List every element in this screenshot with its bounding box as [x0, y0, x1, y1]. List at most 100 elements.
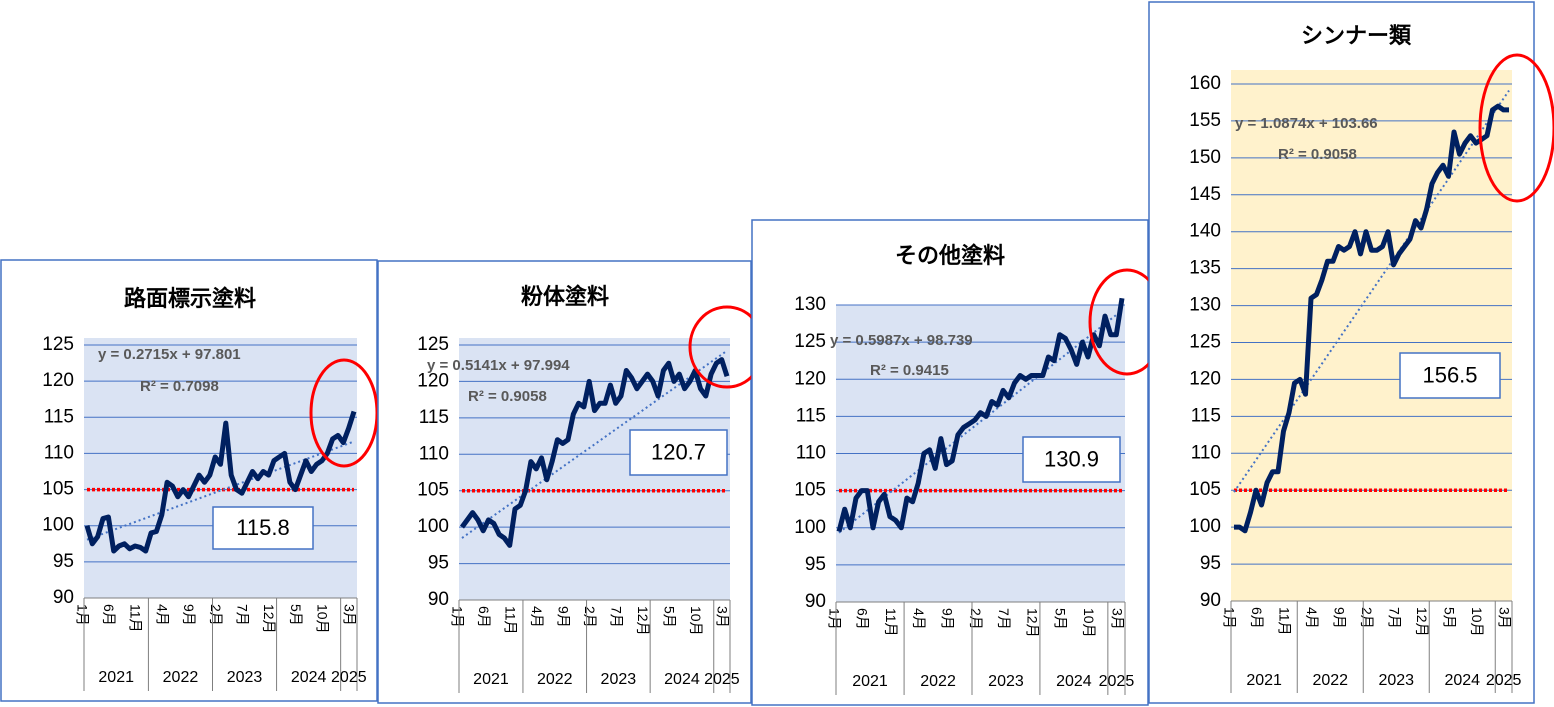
x-tick-label: 1月 [826, 608, 842, 630]
y-tick-label: 110 [419, 443, 449, 464]
x-group-label: 2025 [1099, 673, 1135, 690]
y-tick-label: 115 [44, 406, 74, 427]
x-group-label: 2022 [920, 673, 956, 690]
x-group-label: 2024 [1056, 673, 1092, 690]
x-tick-label: 11月 [1276, 607, 1292, 636]
x-tick-label: 4月 [1304, 607, 1320, 629]
y-tick-label: 120 [417, 370, 449, 391]
x-tick-label: 1月 [449, 606, 465, 628]
y-tick-label: 130 [1189, 295, 1221, 316]
y-tick-label: 120 [42, 370, 74, 391]
y-tick-label: 100 [42, 515, 74, 536]
x-tick-label: 6月 [1249, 607, 1265, 629]
x-tick-label: 10月 [1081, 608, 1097, 638]
y-tick-label: 100 [417, 516, 449, 537]
x-tick-label: 9月 [1331, 607, 1347, 629]
x-tick-label: 7月 [1386, 607, 1402, 629]
y-tick-label: 155 [1189, 110, 1221, 131]
x-group-label: 2025 [704, 671, 740, 688]
x-tick-label: 7月 [996, 608, 1012, 630]
y-tick-label: 95 [428, 553, 449, 574]
trendline-r2: R² = 0.9058 [1278, 146, 1357, 163]
plot-area [1231, 70, 1512, 601]
x-tick-label: 7月 [608, 606, 624, 628]
annotation: 156.5 [1422, 362, 1477, 387]
trendline-equation: y = 0.5987x + 98.739 [830, 332, 973, 349]
x-tick-label: 3月 [714, 606, 730, 628]
x-group-label: 2024 [664, 671, 700, 688]
y-tick-label: 115 [419, 407, 449, 428]
x-tick-label: 11月 [502, 606, 518, 635]
y-tick-label: 125 [794, 331, 826, 352]
x-group-label: 2021 [473, 671, 509, 688]
x-tick-label: 1月 [74, 604, 90, 626]
x-tick-label: 12月 [261, 604, 277, 634]
y-tick-label: 115 [1191, 405, 1221, 426]
trendline-equation: y = 1.0874x + 103.66 [1235, 115, 1378, 132]
annotation: 120.7 [651, 439, 706, 464]
x-tick-label: 4月 [911, 608, 927, 630]
data-line [1234, 103, 1509, 534]
x-tick-label: 2月 [208, 604, 224, 626]
x-tick-label: 5月 [1053, 608, 1069, 630]
y-tick-label: 105 [794, 480, 826, 501]
x-tick-label: 4月 [154, 604, 170, 626]
annotation-box [629, 429, 728, 476]
x-group-label: 2024 [291, 669, 327, 686]
data-line [84, 410, 357, 554]
trendline [1233, 89, 1510, 493]
y-tick-label: 115 [796, 405, 826, 426]
x-group-label: 2022 [1312, 672, 1348, 689]
y-tick-label: 90 [428, 589, 449, 610]
x-tick-label: 6月 [101, 604, 117, 626]
y-tick-label: 125 [1189, 332, 1221, 353]
trendline-equation: y = 0.2715x + 97.801 [98, 346, 241, 363]
y-tick-label: 110 [796, 443, 826, 464]
y-tick-label: 150 [1189, 147, 1221, 168]
x-tick-label: 2月 [582, 606, 598, 628]
x-tick-label: 12月 [635, 606, 651, 636]
trendline-r2: R² = 0.7098 [140, 378, 219, 395]
y-tick-label: 120 [1189, 368, 1221, 389]
x-tick-label: 3月 [1109, 608, 1125, 630]
x-group-label: 2021 [852, 673, 888, 690]
x-group-label: 2021 [98, 669, 134, 686]
y-tick-label: 90 [1200, 590, 1221, 611]
y-tick-label: 100 [1189, 516, 1221, 537]
x-group-label: 2022 [163, 669, 199, 686]
x-group-label: 2023 [601, 671, 637, 688]
trendline-r2: R² = 0.9058 [468, 388, 547, 405]
y-tick-label: 130 [794, 294, 826, 315]
data-line [459, 357, 730, 548]
y-tick-label: 105 [42, 479, 74, 500]
x-tick-label: 11月 [883, 608, 899, 637]
x-group-label: 2023 [988, 673, 1024, 690]
annotation-box [212, 506, 314, 550]
y-tick-label: 135 [1189, 258, 1221, 279]
x-tick-label: 1月 [1221, 607, 1237, 629]
data-line [836, 297, 1125, 533]
y-tick-label: 95 [1200, 553, 1221, 574]
annotation-box [1399, 352, 1501, 399]
y-tick-label: 160 [1189, 73, 1221, 94]
x-tick-label: 9月 [555, 606, 571, 628]
x-tick-label: 11月 [128, 604, 144, 633]
x-tick-label: 5月 [288, 604, 304, 626]
highlight-circle [309, 358, 379, 468]
x-tick-label: 10月 [688, 606, 704, 636]
x-group-label: 2025 [1486, 672, 1522, 689]
trendline-equation: y = 0.5141x + 97.994 [427, 357, 570, 374]
chart-title: その他塗料 [895, 243, 1005, 268]
x-tick-label: 12月 [1414, 607, 1430, 637]
annotation: 115.8 [236, 515, 289, 540]
chart-title: シンナー類 [1301, 23, 1412, 48]
chart-title: 路面標示塗料 [124, 286, 256, 311]
y-tick-label: 95 [805, 554, 826, 575]
y-tick-label: 90 [53, 587, 74, 608]
x-tick-label: 3月 [341, 604, 357, 626]
chart-title: 粉体塗料 [521, 284, 609, 309]
annotation-box [1022, 436, 1121, 483]
x-group-label: 2025 [331, 669, 367, 686]
y-tick-label: 145 [1189, 184, 1221, 205]
